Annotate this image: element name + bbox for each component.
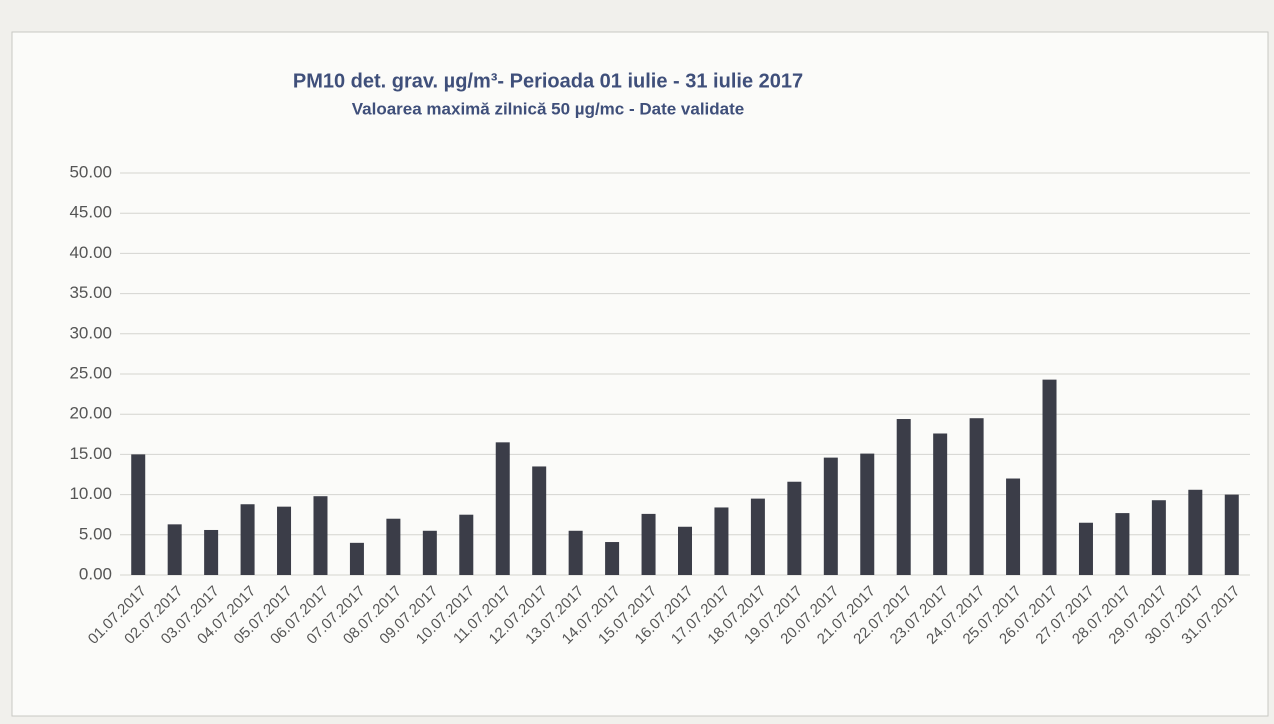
bar bbox=[1115, 513, 1130, 575]
y-tick-label: 20.00 bbox=[69, 404, 112, 423]
y-tick-label: 5.00 bbox=[79, 524, 112, 543]
bar bbox=[495, 442, 510, 575]
bar bbox=[240, 504, 255, 575]
bar bbox=[933, 433, 948, 575]
bar bbox=[714, 507, 729, 575]
bar bbox=[277, 506, 292, 575]
bar bbox=[386, 518, 401, 575]
bar bbox=[1006, 478, 1021, 575]
bar bbox=[532, 466, 547, 575]
bar bbox=[605, 542, 620, 575]
y-tick-label: 30.00 bbox=[69, 323, 112, 342]
bar bbox=[313, 496, 328, 575]
bar bbox=[459, 514, 474, 575]
bar bbox=[204, 529, 219, 575]
y-tick-label: 25.00 bbox=[69, 363, 112, 382]
bar bbox=[750, 498, 765, 575]
bar bbox=[568, 530, 583, 575]
bar bbox=[896, 419, 911, 575]
bar bbox=[1224, 494, 1239, 575]
chart-subtitle: Valoarea maximă zilnică 50 µg/mc - Date … bbox=[352, 99, 745, 118]
y-tick-label: 40.00 bbox=[69, 243, 112, 262]
bar bbox=[969, 418, 984, 575]
bar bbox=[678, 526, 692, 575]
bar bbox=[787, 481, 802, 575]
bar bbox=[167, 524, 182, 575]
chart-title: PM10 det. grav. µg/m³- Perioada 01 iulie… bbox=[293, 70, 803, 92]
y-tick-label: 15.00 bbox=[69, 444, 112, 463]
y-tick-label: 45.00 bbox=[69, 203, 112, 222]
bar bbox=[422, 530, 437, 575]
y-tick-label: 10.00 bbox=[69, 484, 112, 503]
bar bbox=[1151, 500, 1166, 575]
bar bbox=[131, 454, 146, 575]
bar bbox=[1078, 522, 1093, 575]
y-tick-label: 0.00 bbox=[79, 564, 112, 583]
bar bbox=[641, 513, 656, 575]
bar bbox=[1042, 379, 1057, 575]
bar bbox=[823, 457, 838, 575]
y-tick-label: 35.00 bbox=[69, 283, 112, 302]
bar bbox=[349, 542, 364, 575]
y-tick-label: 50.00 bbox=[69, 162, 112, 181]
bar bbox=[1188, 489, 1203, 575]
bar bbox=[860, 453, 875, 575]
